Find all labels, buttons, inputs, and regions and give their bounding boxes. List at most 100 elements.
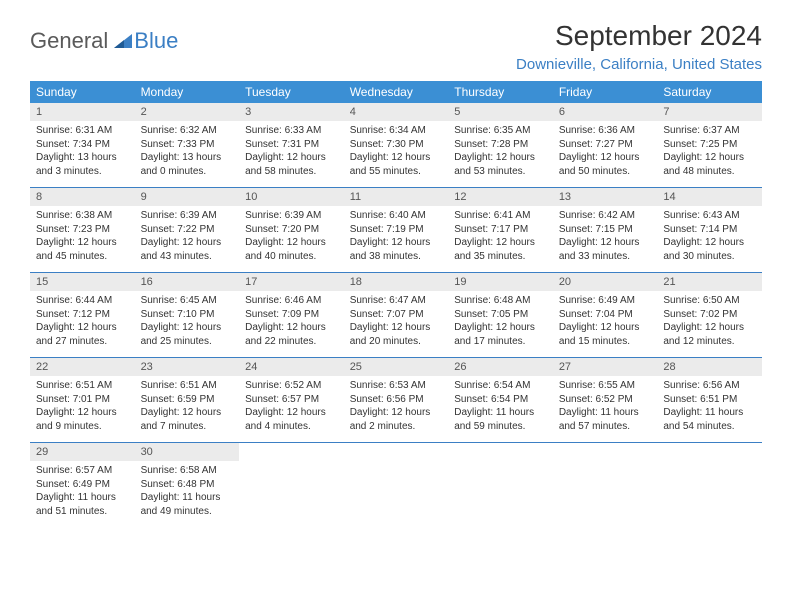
daylight-line: Daylight: 12 hours and 58 minutes. bbox=[245, 151, 338, 178]
daylight-line: Daylight: 12 hours and 9 minutes. bbox=[36, 406, 129, 433]
daylight-line: Daylight: 11 hours and 49 minutes. bbox=[141, 491, 234, 518]
sunset-line: Sunset: 7:19 PM bbox=[350, 223, 443, 237]
calendar-cell: 7Sunrise: 6:37 AMSunset: 7:25 PMDaylight… bbox=[657, 103, 762, 188]
calendar-cell: 26Sunrise: 6:54 AMSunset: 6:54 PMDayligh… bbox=[448, 358, 553, 443]
sunset-line: Sunset: 7:22 PM bbox=[141, 223, 234, 237]
sunrise-line: Sunrise: 6:37 AM bbox=[663, 124, 756, 138]
day-content: Sunrise: 6:42 AMSunset: 7:15 PMDaylight:… bbox=[553, 206, 658, 266]
daylight-line: Daylight: 12 hours and 4 minutes. bbox=[245, 406, 338, 433]
sunrise-line: Sunrise: 6:55 AM bbox=[559, 379, 652, 393]
sunrise-line: Sunrise: 6:39 AM bbox=[245, 209, 338, 223]
logo-text-general: General bbox=[30, 28, 108, 54]
calendar-cell: 23Sunrise: 6:51 AMSunset: 6:59 PMDayligh… bbox=[135, 358, 240, 443]
day-content: Sunrise: 6:52 AMSunset: 6:57 PMDaylight:… bbox=[239, 376, 344, 436]
day-number: 1 bbox=[30, 103, 135, 121]
daylight-line: Daylight: 12 hours and 27 minutes. bbox=[36, 321, 129, 348]
sunrise-line: Sunrise: 6:50 AM bbox=[663, 294, 756, 308]
sunset-line: Sunset: 6:48 PM bbox=[141, 478, 234, 492]
daylight-line: Daylight: 12 hours and 55 minutes. bbox=[350, 151, 443, 178]
calendar-cell: 30Sunrise: 6:58 AMSunset: 6:48 PMDayligh… bbox=[135, 443, 240, 528]
calendar-row: 8Sunrise: 6:38 AMSunset: 7:23 PMDaylight… bbox=[30, 188, 762, 273]
sunset-line: Sunset: 7:25 PM bbox=[663, 138, 756, 152]
sunrise-line: Sunrise: 6:44 AM bbox=[36, 294, 129, 308]
sunrise-line: Sunrise: 6:51 AM bbox=[36, 379, 129, 393]
calendar-cell: 14Sunrise: 6:43 AMSunset: 7:14 PMDayligh… bbox=[657, 188, 762, 273]
calendar-cell: 24Sunrise: 6:52 AMSunset: 6:57 PMDayligh… bbox=[239, 358, 344, 443]
sunrise-line: Sunrise: 6:38 AM bbox=[36, 209, 129, 223]
calendar-cell: 29Sunrise: 6:57 AMSunset: 6:49 PMDayligh… bbox=[30, 443, 135, 528]
daylight-line: Daylight: 12 hours and 20 minutes. bbox=[350, 321, 443, 348]
weekday-header: Saturday bbox=[657, 81, 762, 103]
sunset-line: Sunset: 7:09 PM bbox=[245, 308, 338, 322]
calendar-cell: 3Sunrise: 6:33 AMSunset: 7:31 PMDaylight… bbox=[239, 103, 344, 188]
calendar-cell: 6Sunrise: 6:36 AMSunset: 7:27 PMDaylight… bbox=[553, 103, 658, 188]
sunset-line: Sunset: 7:14 PM bbox=[663, 223, 756, 237]
day-number: 20 bbox=[553, 273, 658, 291]
day-number: 9 bbox=[135, 188, 240, 206]
day-content: Sunrise: 6:39 AMSunset: 7:22 PMDaylight:… bbox=[135, 206, 240, 266]
calendar-row: 22Sunrise: 6:51 AMSunset: 7:01 PMDayligh… bbox=[30, 358, 762, 443]
daylight-line: Daylight: 12 hours and 48 minutes. bbox=[663, 151, 756, 178]
day-content: Sunrise: 6:51 AMSunset: 6:59 PMDaylight:… bbox=[135, 376, 240, 436]
logo-text-blue: Blue bbox=[134, 28, 178, 54]
daylight-line: Daylight: 12 hours and 35 minutes. bbox=[454, 236, 547, 263]
sunrise-line: Sunrise: 6:32 AM bbox=[141, 124, 234, 138]
day-number: 22 bbox=[30, 358, 135, 376]
day-content: Sunrise: 6:58 AMSunset: 6:48 PMDaylight:… bbox=[135, 461, 240, 521]
sunrise-line: Sunrise: 6:58 AM bbox=[141, 464, 234, 478]
daylight-line: Daylight: 12 hours and 43 minutes. bbox=[141, 236, 234, 263]
calendar-cell: 8Sunrise: 6:38 AMSunset: 7:23 PMDaylight… bbox=[30, 188, 135, 273]
calendar-table: SundayMondayTuesdayWednesdayThursdayFrid… bbox=[30, 81, 762, 527]
sunset-line: Sunset: 7:02 PM bbox=[663, 308, 756, 322]
sunset-line: Sunset: 6:56 PM bbox=[350, 393, 443, 407]
sunrise-line: Sunrise: 6:34 AM bbox=[350, 124, 443, 138]
daylight-line: Daylight: 12 hours and 12 minutes. bbox=[663, 321, 756, 348]
day-content: Sunrise: 6:43 AMSunset: 7:14 PMDaylight:… bbox=[657, 206, 762, 266]
sunrise-line: Sunrise: 6:51 AM bbox=[141, 379, 234, 393]
month-title: September 2024 bbox=[516, 20, 762, 52]
calendar-cell: 2Sunrise: 6:32 AMSunset: 7:33 PMDaylight… bbox=[135, 103, 240, 188]
sunrise-line: Sunrise: 6:39 AM bbox=[141, 209, 234, 223]
day-number: 8 bbox=[30, 188, 135, 206]
sunset-line: Sunset: 7:01 PM bbox=[36, 393, 129, 407]
calendar-cell: 25Sunrise: 6:53 AMSunset: 6:56 PMDayligh… bbox=[344, 358, 449, 443]
sunset-line: Sunset: 7:12 PM bbox=[36, 308, 129, 322]
calendar-cell: 5Sunrise: 6:35 AMSunset: 7:28 PMDaylight… bbox=[448, 103, 553, 188]
day-content: Sunrise: 6:35 AMSunset: 7:28 PMDaylight:… bbox=[448, 121, 553, 181]
sunset-line: Sunset: 7:28 PM bbox=[454, 138, 547, 152]
day-content: Sunrise: 6:36 AMSunset: 7:27 PMDaylight:… bbox=[553, 121, 658, 181]
sunset-line: Sunset: 6:59 PM bbox=[141, 393, 234, 407]
sunrise-line: Sunrise: 6:56 AM bbox=[663, 379, 756, 393]
sunrise-line: Sunrise: 6:46 AM bbox=[245, 294, 338, 308]
weekday-header: Thursday bbox=[448, 81, 553, 103]
location: Downieville, California, United States bbox=[516, 56, 762, 73]
sunrise-line: Sunrise: 6:52 AM bbox=[245, 379, 338, 393]
day-content: Sunrise: 6:51 AMSunset: 7:01 PMDaylight:… bbox=[30, 376, 135, 436]
day-number: 5 bbox=[448, 103, 553, 121]
day-content: Sunrise: 6:44 AMSunset: 7:12 PMDaylight:… bbox=[30, 291, 135, 351]
calendar-cell bbox=[344, 443, 449, 528]
sunset-line: Sunset: 6:49 PM bbox=[36, 478, 129, 492]
sunrise-line: Sunrise: 6:33 AM bbox=[245, 124, 338, 138]
daylight-line: Daylight: 11 hours and 54 minutes. bbox=[663, 406, 756, 433]
calendar-cell: 27Sunrise: 6:55 AMSunset: 6:52 PMDayligh… bbox=[553, 358, 658, 443]
sunrise-line: Sunrise: 6:43 AM bbox=[663, 209, 756, 223]
day-number: 6 bbox=[553, 103, 658, 121]
calendar-cell: 11Sunrise: 6:40 AMSunset: 7:19 PMDayligh… bbox=[344, 188, 449, 273]
day-number: 7 bbox=[657, 103, 762, 121]
day-content: Sunrise: 6:50 AMSunset: 7:02 PMDaylight:… bbox=[657, 291, 762, 351]
sunrise-line: Sunrise: 6:42 AM bbox=[559, 209, 652, 223]
weekday-header: Monday bbox=[135, 81, 240, 103]
day-content: Sunrise: 6:47 AMSunset: 7:07 PMDaylight:… bbox=[344, 291, 449, 351]
weekday-header: Wednesday bbox=[344, 81, 449, 103]
day-number: 30 bbox=[135, 443, 240, 461]
sunrise-line: Sunrise: 6:45 AM bbox=[141, 294, 234, 308]
daylight-line: Daylight: 12 hours and 17 minutes. bbox=[454, 321, 547, 348]
calendar-cell: 19Sunrise: 6:48 AMSunset: 7:05 PMDayligh… bbox=[448, 273, 553, 358]
day-content: Sunrise: 6:37 AMSunset: 7:25 PMDaylight:… bbox=[657, 121, 762, 181]
day-content: Sunrise: 6:49 AMSunset: 7:04 PMDaylight:… bbox=[553, 291, 658, 351]
daylight-line: Daylight: 12 hours and 25 minutes. bbox=[141, 321, 234, 348]
calendar-cell: 15Sunrise: 6:44 AMSunset: 7:12 PMDayligh… bbox=[30, 273, 135, 358]
day-number: 19 bbox=[448, 273, 553, 291]
day-content: Sunrise: 6:46 AMSunset: 7:09 PMDaylight:… bbox=[239, 291, 344, 351]
